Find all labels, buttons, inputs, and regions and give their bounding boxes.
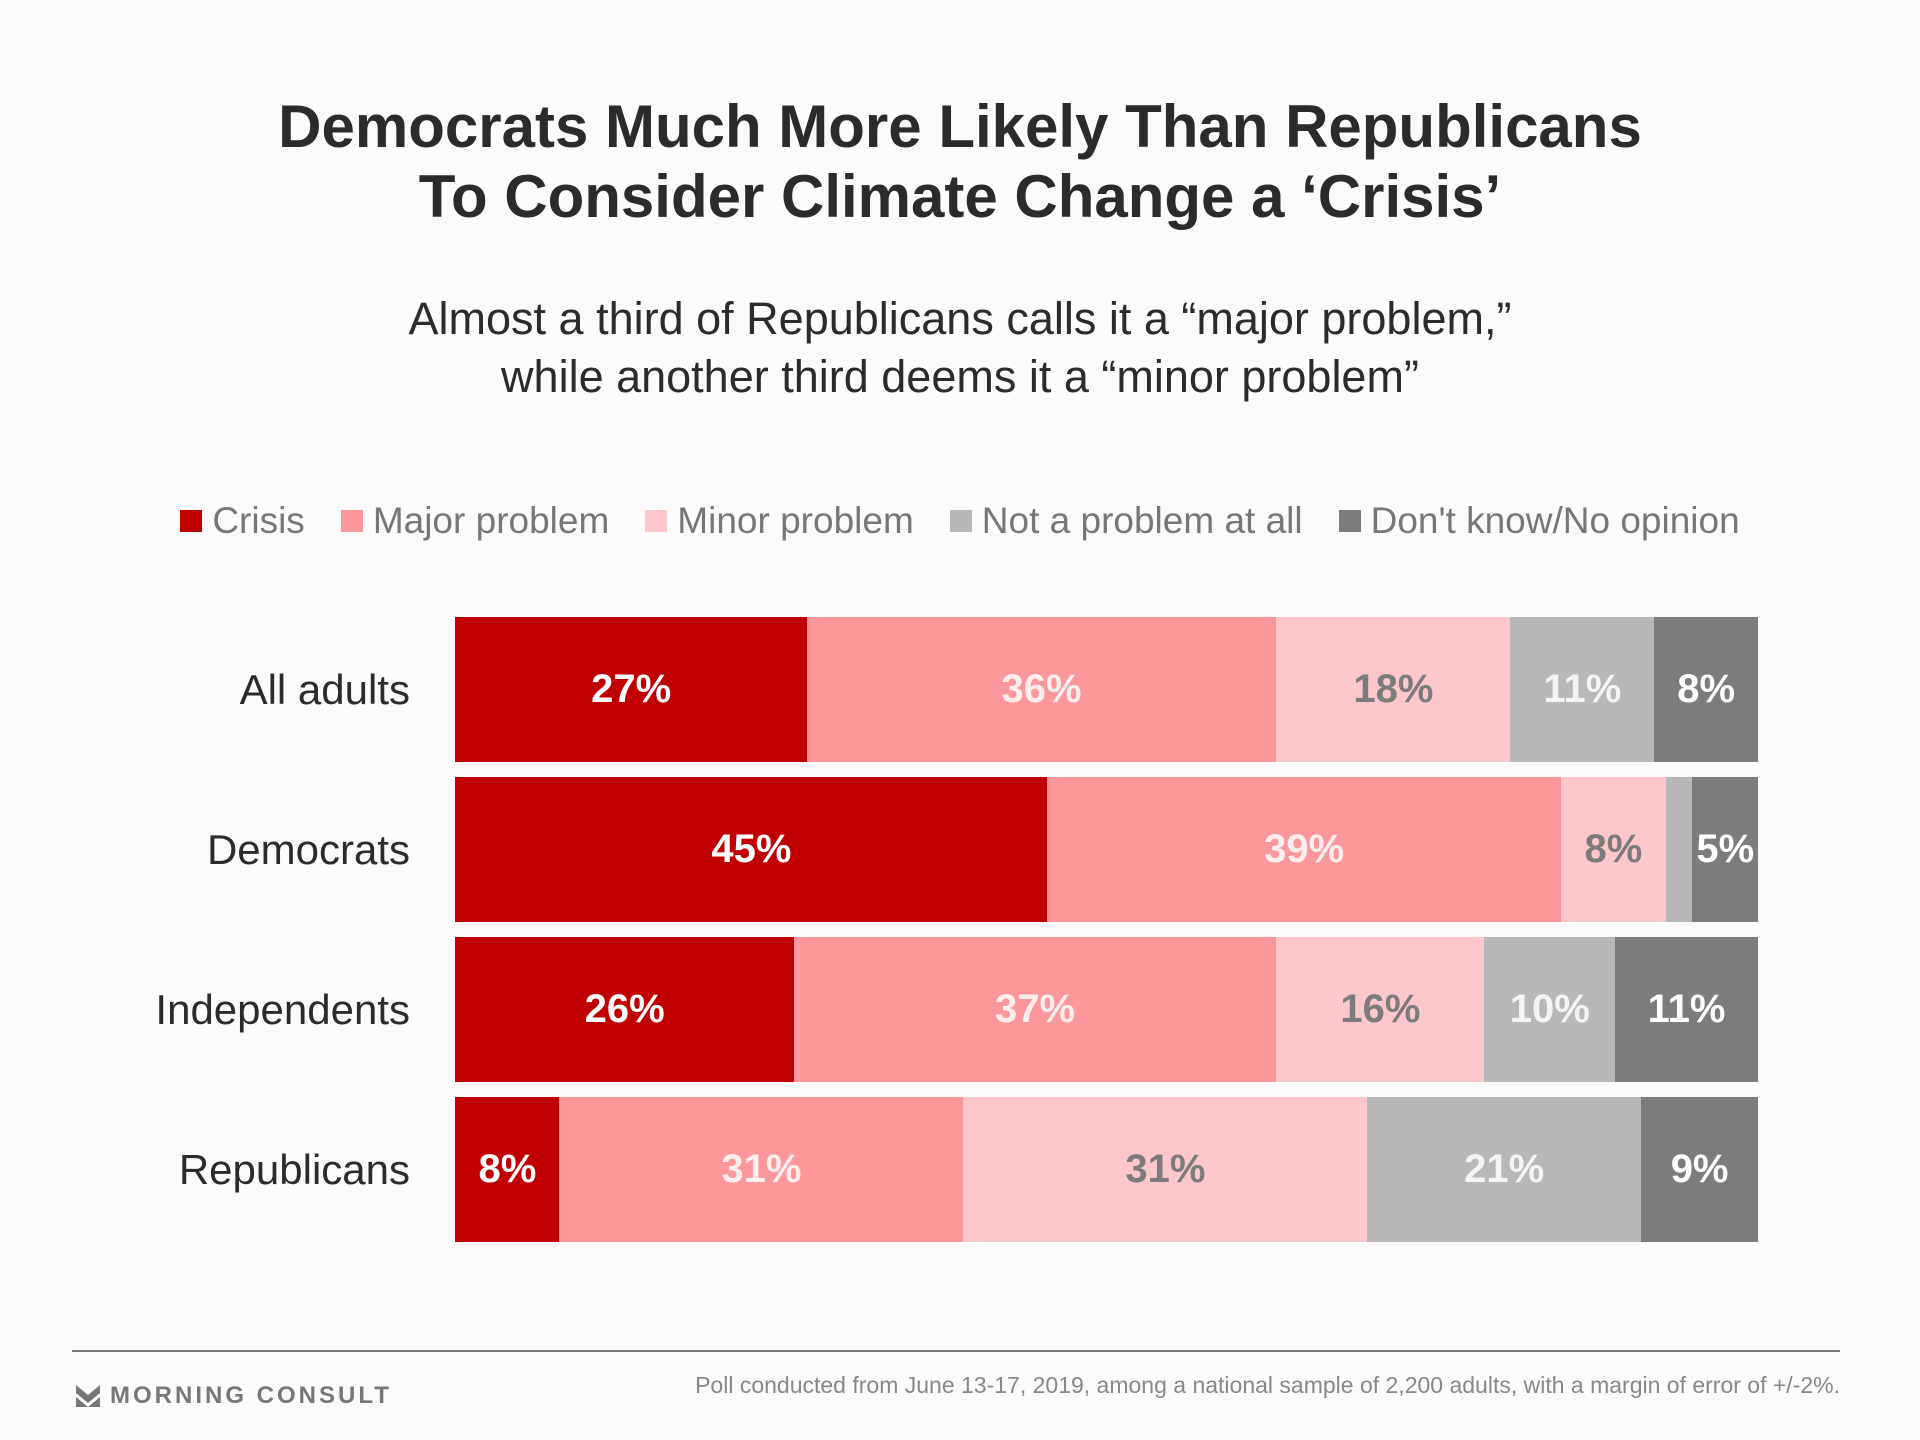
footer-divider — [72, 1350, 1840, 1352]
bar-segment: 45% — [455, 777, 1048, 922]
subtitle-line-1: Almost a third of Republicans calls it a… — [408, 293, 1512, 344]
bar-segment: 11% — [1510, 617, 1655, 762]
legend-label: Major problem — [372, 500, 610, 541]
legend-swatch — [1338, 510, 1361, 532]
legend-item: Major problem — [340, 500, 610, 542]
footnote: Poll conducted from June 13-17, 2019, am… — [695, 1372, 1840, 1398]
bar-segment: 8% — [1560, 777, 1667, 922]
data-label: 11% — [1647, 987, 1726, 1031]
data-label: 8% — [1677, 667, 1736, 711]
bar-segment: 18% — [1275, 617, 1511, 762]
data-label: 27% — [591, 667, 672, 711]
bar-segment: 37% — [793, 937, 1277, 1082]
category-label: Republicans — [178, 1146, 410, 1193]
data-label: 16% — [1340, 987, 1421, 1031]
bar-segment: 26% — [455, 937, 795, 1082]
legend-swatch — [949, 510, 972, 532]
category-label: Independents — [155, 986, 410, 1033]
data-label: 36% — [1001, 667, 1082, 711]
bar-segment: 21% — [1367, 1097, 1642, 1242]
legend-item: Crisis — [180, 500, 305, 542]
data-label: 26% — [584, 987, 665, 1031]
category-label: Democrats — [206, 826, 410, 873]
bar-segment: 5% — [1692, 777, 1759, 922]
bar-segment: 16% — [1275, 937, 1485, 1082]
data-label: 8% — [1584, 827, 1643, 871]
title-line-1: Democrats Much More Likely Than Republic… — [278, 93, 1642, 160]
subtitle-line-2: while another third deems it a “minor pr… — [501, 351, 1419, 402]
bar-segment: 31% — [559, 1097, 964, 1242]
bar-segment: 27% — [455, 617, 808, 762]
data-label: 11% — [1543, 667, 1622, 711]
legend-label: Don't know/No opinion — [1370, 500, 1740, 541]
legend: Crisis Major problem Minor problem Not a pr… — [0, 500, 1920, 542]
legend-label: Minor problem — [677, 500, 914, 541]
legend-swatch — [340, 510, 363, 532]
chart-title: Democrats Much More Likely Than Republic… — [0, 92, 1920, 232]
title-line-2: To Consider Climate Change a ‘Crisis’ — [418, 163, 1502, 230]
data-label: 8% — [478, 1147, 537, 1191]
legend-item: Minor problem — [645, 500, 914, 542]
bar-segment: 36% — [806, 617, 1277, 762]
bar-segment: 9% — [1640, 1097, 1759, 1242]
data-label: 5% — [1696, 827, 1755, 871]
legend-item: Not a problem at all — [949, 500, 1303, 542]
legend-swatch — [645, 510, 668, 532]
morning-consult-logo: MORNING CONSULT — [76, 1382, 392, 1410]
bar-segment: 39% — [1047, 777, 1562, 922]
bar-segment: 8% — [1653, 617, 1759, 762]
data-label: 21% — [1464, 1147, 1545, 1191]
bar-segment: 10% — [1484, 937, 1616, 1082]
category-label: All adults — [239, 666, 410, 713]
data-label: 39% — [1264, 827, 1345, 871]
brand-name: MORNING CONSULT — [110, 1382, 392, 1409]
data-label: 37% — [995, 987, 1076, 1031]
data-label: 31% — [721, 1147, 802, 1191]
legend-item: Don't know/No opinion — [1338, 500, 1740, 542]
data-label: 18% — [1353, 667, 1434, 711]
legend-label: Not a problem at all — [981, 500, 1303, 541]
bar-segment — [1665, 777, 1693, 922]
data-label: 45% — [711, 827, 792, 871]
data-label: 10% — [1509, 987, 1590, 1031]
bar-segment: 31% — [963, 1097, 1368, 1242]
legend-label: Crisis — [212, 500, 305, 541]
chart-subtitle: Almost a third of Republicans calls it a… — [0, 290, 1920, 406]
data-label: 31% — [1125, 1147, 1206, 1191]
data-label: 9% — [1670, 1147, 1729, 1191]
bar-segment: 8% — [455, 1097, 560, 1242]
morning-consult-logo-icon — [76, 1385, 100, 1407]
legend-swatch — [180, 510, 203, 532]
bar-segment: 11% — [1614, 937, 1759, 1082]
